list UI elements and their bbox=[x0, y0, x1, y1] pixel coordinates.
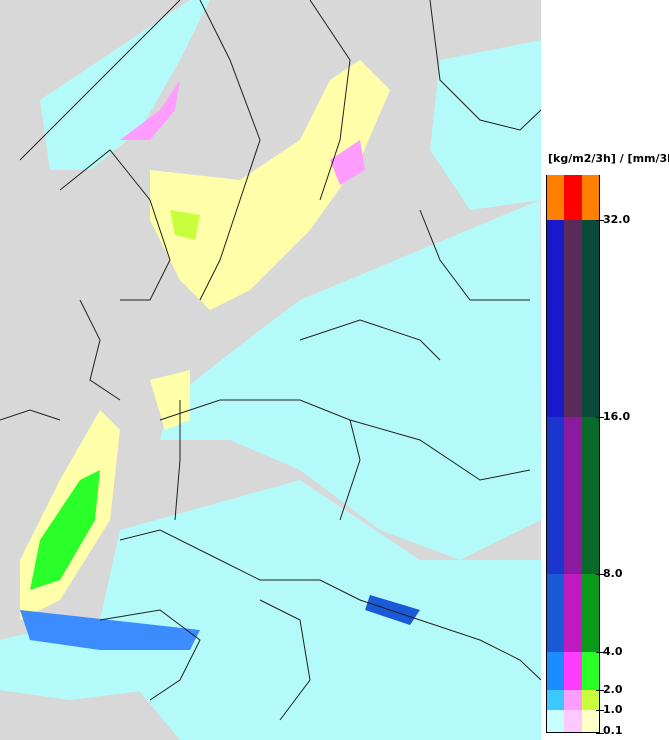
legend-tick-8: 8.0 bbox=[603, 567, 623, 580]
legend-tick-32: 32.0 bbox=[603, 213, 631, 226]
legend-tickmark bbox=[596, 690, 604, 691]
moderate-precip bbox=[20, 80, 420, 650]
legend-tickmark bbox=[596, 652, 604, 653]
legend-tick-0.1: 0.1 bbox=[603, 724, 623, 737]
legend-band-1-2 bbox=[546, 690, 600, 710]
legend: [kg/m2/3h] / [mm/3h] 32.0 16.0 8.0 4.0 2… bbox=[541, 0, 669, 740]
legend-band-16-32 bbox=[546, 220, 600, 417]
precipitation-map bbox=[0, 0, 541, 740]
legend-band-4-8 bbox=[546, 574, 600, 652]
legend-tick-16: 16.0 bbox=[603, 410, 631, 423]
legend-tickmark bbox=[596, 710, 604, 711]
legend-tickmark bbox=[596, 574, 604, 575]
legend-tick-4: 4.0 bbox=[603, 645, 623, 658]
legend-unit-label: [kg/m2/3h] / [mm/3h] bbox=[548, 152, 669, 165]
legend-tickmark bbox=[596, 220, 604, 221]
legend-tick-2: 2.0 bbox=[603, 683, 623, 696]
legend-band-0.1-1 bbox=[546, 710, 600, 733]
legend-tick-1: 1.0 bbox=[603, 703, 623, 716]
legend-band-2-4 bbox=[546, 652, 600, 690]
legend-band-above-32 bbox=[546, 175, 600, 220]
borders bbox=[0, 0, 541, 721]
legend-band-8-16 bbox=[546, 417, 600, 574]
rain-light-areas bbox=[0, 0, 541, 740]
legend-tickmark bbox=[596, 417, 604, 418]
legend-tickmark bbox=[596, 733, 604, 734]
